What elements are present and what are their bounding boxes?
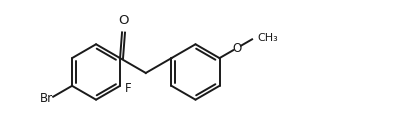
Text: O: O <box>232 42 241 55</box>
Text: CH₃: CH₃ <box>257 33 278 43</box>
Text: Br: Br <box>40 92 53 105</box>
Text: F: F <box>125 82 132 95</box>
Text: O: O <box>118 14 129 27</box>
